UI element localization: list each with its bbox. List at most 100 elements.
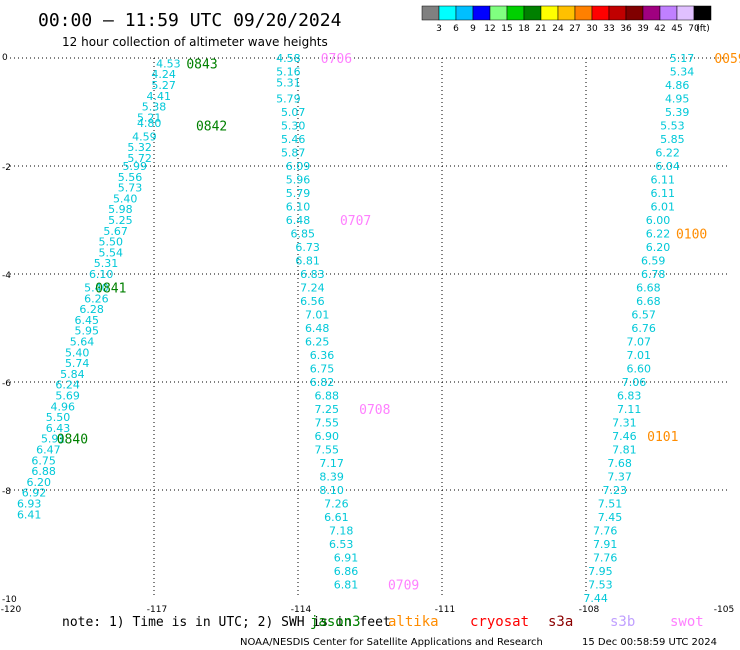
wave-height-value: 7.46 bbox=[612, 430, 637, 443]
colorbar-swatch bbox=[489, 5, 508, 21]
legend-item-s3a: s3a bbox=[548, 614, 573, 630]
colorbar-swatch bbox=[693, 5, 712, 21]
colorbar-swatch bbox=[591, 5, 610, 21]
wave-height-value: 7.76 bbox=[593, 552, 618, 565]
wave-height-value: 7.51 bbox=[598, 498, 623, 511]
colorbar-label: 3 bbox=[436, 24, 442, 34]
wave-height-value: 7.17 bbox=[319, 457, 344, 470]
wave-height-value: 8.39 bbox=[319, 471, 344, 484]
wave-height-value: 6.92 bbox=[22, 487, 47, 500]
wave-height-value: 4.24 bbox=[151, 68, 176, 81]
wave-height-value: 5.69 bbox=[55, 390, 80, 403]
wave-height-value: 4.86 bbox=[665, 79, 690, 92]
pass-time-label: 0059 bbox=[714, 52, 740, 67]
wave-height-value: 5.91 bbox=[41, 433, 66, 446]
wave-height-value: 5.40 bbox=[113, 192, 138, 205]
wave-height-value: 5.07 bbox=[281, 106, 306, 119]
colorbar-swatch bbox=[659, 5, 678, 21]
colorbar-swatch bbox=[540, 5, 559, 21]
colorbar-swatch bbox=[472, 5, 491, 21]
colorbar-label: 21 bbox=[535, 24, 546, 34]
wave-height-value: 7.81 bbox=[612, 444, 637, 457]
wave-height-value: 6.59 bbox=[641, 255, 666, 268]
wave-height-value: 6.00 bbox=[646, 214, 671, 227]
wave-height-value: 4.95 bbox=[665, 93, 690, 106]
wave-height-value: 6.20 bbox=[27, 476, 52, 489]
colorbar-swatch bbox=[438, 5, 457, 21]
wave-height-value: 6.78 bbox=[641, 268, 666, 281]
chart-subtitle: 12 hour collection of altimeter wave hei… bbox=[62, 35, 328, 49]
wave-height-value: 6.85 bbox=[291, 228, 316, 241]
wave-height-value: 6.90 bbox=[315, 430, 340, 443]
y-tick-label: -8 bbox=[2, 487, 11, 497]
wave-height-value: 7.53 bbox=[588, 579, 613, 592]
wave-height-value: 5.39 bbox=[665, 106, 690, 119]
y-tick-label: -10 bbox=[2, 595, 17, 605]
pass-time-label: 0842 bbox=[196, 120, 227, 135]
colorbar-label: 42 bbox=[654, 24, 665, 34]
wave-height-value: 5.50 bbox=[46, 411, 71, 424]
wave-height-value: 6.75 bbox=[31, 454, 56, 467]
wave-height-value: 6.88 bbox=[31, 465, 56, 478]
wave-height-value: 6.20 bbox=[646, 241, 671, 254]
wave-height-value: 5.31 bbox=[276, 76, 301, 89]
wave-height-value: 7.44 bbox=[583, 592, 608, 605]
wave-height-value: 7.55 bbox=[315, 417, 340, 430]
wave-height-value: 7.11 bbox=[617, 403, 642, 416]
wave-height-value: 5.30 bbox=[281, 120, 306, 133]
colorbar-label: 45 bbox=[671, 24, 682, 34]
colorbar-swatch bbox=[625, 5, 644, 21]
y-tick-label: -4 bbox=[2, 271, 11, 281]
colorbar-label: 24 bbox=[552, 24, 564, 34]
legend-item-s3b: s3b bbox=[610, 614, 635, 630]
wave-height-value: 7.23 bbox=[603, 484, 628, 497]
colorbar-swatch bbox=[608, 5, 627, 21]
wave-height-value: 5.95 bbox=[75, 325, 100, 338]
wave-height-value: 4.58 bbox=[276, 52, 301, 65]
wave-height-value: 7.95 bbox=[588, 565, 613, 578]
wave-height-value: 6.68 bbox=[636, 295, 661, 308]
wave-height-value: 5.99 bbox=[123, 160, 148, 173]
wave-height-value: 7.24 bbox=[300, 282, 325, 295]
wave-height-value: 4.53 bbox=[156, 57, 181, 70]
footer-credit: NOAA/NESDIS Center for Satellite Applica… bbox=[240, 637, 543, 648]
x-tick-label: -111 bbox=[435, 605, 455, 615]
y-tick-label: 0 bbox=[2, 53, 8, 63]
colorbar-label: 18 bbox=[518, 24, 530, 34]
wave-height-value: 5.34 bbox=[670, 66, 695, 79]
wave-height-value: 7.25 bbox=[315, 403, 340, 416]
x-tick-label: -120 bbox=[1, 605, 22, 615]
wave-height-value: 6.10 bbox=[286, 201, 311, 214]
colorbar-label: 39 bbox=[637, 24, 649, 34]
wave-height-value: 7.01 bbox=[627, 349, 652, 362]
wave-height-value: 5.32 bbox=[127, 141, 152, 154]
wave-height-value: 4.41 bbox=[147, 90, 172, 103]
colorbar-swatch bbox=[506, 5, 525, 21]
wave-height-value: 5.38 bbox=[142, 101, 167, 114]
legend-item-swot: swot bbox=[670, 614, 704, 630]
wave-height-value: 7.68 bbox=[607, 457, 632, 470]
wave-height-value: 6.83 bbox=[300, 268, 325, 281]
wave-height-value: 6.43 bbox=[46, 422, 71, 435]
chart-title: 00:00 – 11:59 UTC 09/20/2024 bbox=[38, 10, 341, 31]
wave-height-value: 5.72 bbox=[127, 152, 152, 165]
wave-height-value: 7.18 bbox=[329, 525, 354, 538]
wave-height-value: 6.91 bbox=[334, 552, 359, 565]
wave-height-value: 6.11 bbox=[651, 174, 676, 187]
wave-height-value: 5.56 bbox=[118, 171, 143, 184]
wave-height-value: 6.73 bbox=[295, 241, 320, 254]
wave-height-value: 5.16 bbox=[276, 66, 301, 79]
colorbar-swatch bbox=[421, 5, 440, 21]
wave-height-value: 6.75 bbox=[310, 363, 335, 376]
x-tick-label: -117 bbox=[147, 605, 167, 615]
wave-height-value: 6.25 bbox=[305, 336, 330, 349]
wave-height-value: 6.09 bbox=[286, 160, 311, 173]
pass-time-label: 0840 bbox=[57, 433, 88, 448]
wave-height-value: 6.26 bbox=[84, 292, 109, 305]
wave-height-value: 6.56 bbox=[300, 295, 325, 308]
colorbar-label: 33 bbox=[603, 24, 614, 34]
wave-height-value: 6.48 bbox=[305, 322, 330, 335]
pass-time-label: 0709 bbox=[388, 579, 419, 594]
wave-height-value: 6.41 bbox=[17, 508, 42, 521]
